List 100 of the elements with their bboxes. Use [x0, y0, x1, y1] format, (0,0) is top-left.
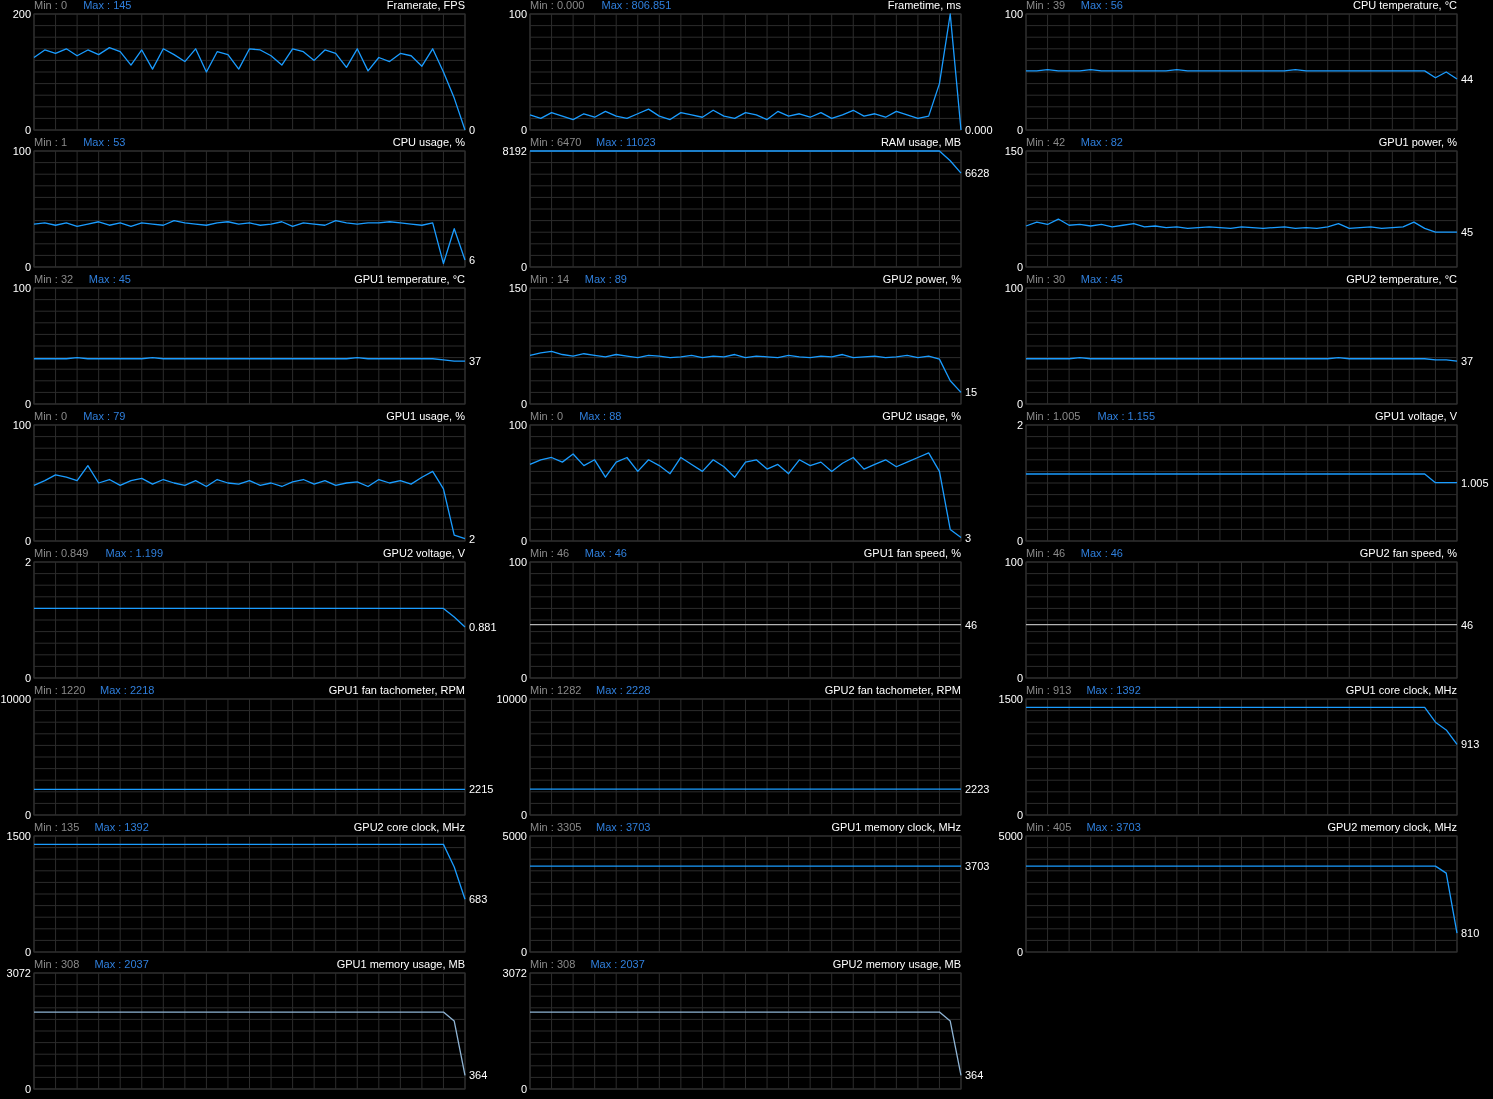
text: Max : 53 — [83, 136, 126, 148]
y-tick-label: 1500 — [6, 830, 31, 842]
chart-title: GPU2 fan tachometer, RPM — [824, 684, 961, 696]
text: Max : 2037 — [590, 958, 645, 970]
y-tick-label: 10000 — [496, 693, 527, 705]
text: 0 — [469, 124, 476, 136]
line-series — [529, 13, 962, 131]
text: Min : 42 — [1026, 136, 1066, 148]
chart-title: GPU2 temperature, °C — [1346, 273, 1458, 285]
text: 46 — [1461, 618, 1474, 631]
text: Max : 3703 — [1086, 821, 1141, 833]
text: Max : 89 — [584, 273, 627, 285]
y-tick-label: 0 — [24, 1083, 31, 1095]
y-tick-label: 0 — [520, 261, 527, 273]
text: Max : 82 — [1080, 136, 1123, 148]
text: Min : 39 — [1026, 0, 1066, 11]
text: Min : 308 — [34, 958, 80, 970]
text: Min : 308 — [530, 958, 576, 970]
text: Min : 46 — [1026, 547, 1066, 559]
y-tick-label: 5000 — [502, 830, 527, 842]
text: Max : 45 — [88, 273, 131, 285]
text: 810 — [1461, 927, 1480, 940]
text: 1.005 — [1461, 476, 1489, 489]
text: Max : 46 — [1080, 547, 1123, 559]
chart-title: GPU2 usage, % — [882, 410, 962, 422]
y-tick-label: 0 — [520, 1083, 527, 1095]
text: Max : 1.199 — [105, 547, 164, 559]
chart-title: GPU1 fan tachometer, RPM — [328, 684, 465, 696]
y-tick-label: 0 — [24, 809, 31, 821]
text: Min : 913 — [1026, 684, 1072, 696]
text: Min : 1282 — [530, 684, 582, 696]
y-tick-label: 0 — [520, 672, 527, 684]
y-tick-label: 0 — [24, 672, 31, 684]
y-tick-label: 0 — [1016, 535, 1023, 547]
text: Max : 88 — [579, 410, 622, 422]
chart-title: GPU1 fan speed, % — [863, 547, 962, 559]
y-tick-label: 8192 — [502, 145, 527, 157]
text: Min : 0.000 — [530, 0, 585, 11]
text: 46 — [965, 618, 978, 631]
text: 6 — [469, 254, 476, 267]
y-tick-label: 3072 — [502, 967, 527, 979]
chart-title: CPU usage, % — [392, 136, 466, 148]
text: 15 — [965, 386, 978, 399]
chart-title: GPU2 fan speed, % — [1359, 547, 1458, 559]
y-tick-label: 1500 — [998, 693, 1023, 705]
y-tick-label: 0 — [1016, 398, 1023, 410]
text: Min : 32 — [34, 273, 74, 285]
y-tick-label: 100 — [1004, 556, 1023, 568]
y-tick-label: 0 — [520, 535, 527, 547]
y-tick-label: 200 — [12, 8, 31, 20]
y-tick-label: 100 — [1004, 282, 1023, 294]
y-tick-label: 0 — [1016, 672, 1023, 684]
chart-title: Frametime, ms — [887, 0, 962, 11]
text: Min : 135 — [34, 821, 80, 833]
y-tick-label: 2 — [24, 556, 31, 568]
y-tick-label: 0 — [1016, 946, 1023, 958]
y-tick-label: 150 — [1004, 145, 1023, 157]
y-tick-label: 100 — [12, 282, 31, 294]
text: 913 — [1461, 738, 1480, 751]
y-tick-label: 0 — [520, 809, 527, 821]
chart-title: GPU1 voltage, V — [1375, 410, 1458, 422]
text: 37 — [469, 355, 482, 368]
line-series — [1025, 218, 1458, 233]
chart-title: GPU2 memory clock, MHz — [1327, 821, 1457, 833]
y-tick-label: 0 — [24, 261, 31, 273]
y-tick-label: 100 — [1004, 8, 1023, 20]
text: Min : 1 — [34, 136, 68, 148]
text: Min : 30 — [1026, 273, 1066, 285]
text: Min : 3305 — [530, 821, 582, 833]
text: 45 — [1461, 226, 1474, 239]
text: Min : 6470 — [530, 136, 582, 148]
text: 37 — [1461, 355, 1474, 368]
y-tick-label: 100 — [508, 8, 527, 20]
text: 6628 — [965, 167, 990, 180]
chart-title: RAM usage, MB — [880, 136, 961, 148]
y-tick-label: 0 — [520, 398, 527, 410]
text: Min : 46 — [530, 547, 570, 559]
text: Max : 56 — [1080, 0, 1123, 11]
text: Min : 0 — [34, 410, 68, 422]
text: Max : 2037 — [94, 958, 149, 970]
text: 2 — [469, 532, 476, 545]
chart-title: GPU1 memory usage, MB — [336, 958, 465, 970]
chart-title: GPU2 voltage, V — [383, 547, 466, 559]
text: 2215 — [469, 783, 494, 796]
text: Max : 46 — [584, 547, 627, 559]
y-tick-label: 100 — [12, 145, 31, 157]
text: Max : 1392 — [94, 821, 149, 833]
y-tick-label: 0 — [1016, 809, 1023, 821]
chart-title: GPU1 memory clock, MHz — [831, 821, 961, 833]
text: Min : 14 — [530, 273, 570, 285]
chart-title: GPU2 memory usage, MB — [832, 958, 961, 970]
text: Max : 11023 — [596, 136, 656, 148]
y-tick-label: 0 — [520, 124, 527, 136]
text: Max : 2218 — [100, 684, 155, 696]
text: Max : 145 — [83, 0, 132, 11]
y-tick-label: 5000 — [998, 830, 1023, 842]
line-series — [529, 350, 962, 394]
text: Min : 1220 — [34, 684, 86, 696]
chart-title: Framerate, FPS — [386, 0, 465, 11]
text: 0.000 — [965, 124, 993, 136]
